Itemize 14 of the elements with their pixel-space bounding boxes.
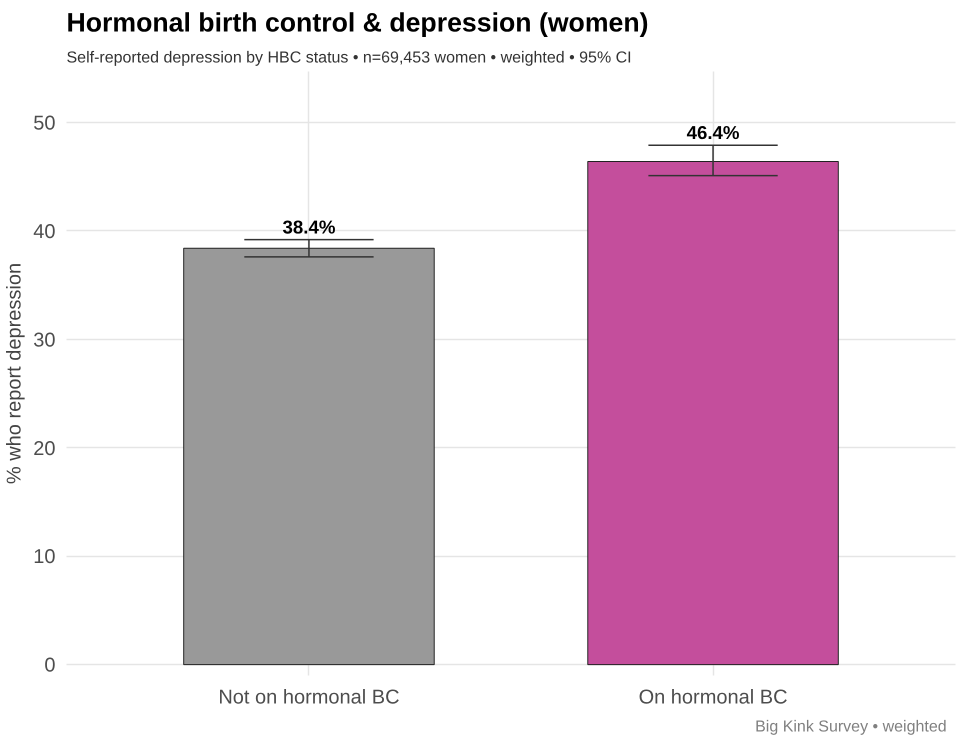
chart-title: Hormonal birth control & depression (women)	[66, 8, 649, 38]
x-tick-label: Not on hormonal BC	[218, 686, 400, 708]
data-label: 46.4%	[686, 122, 740, 144]
y-tick-label: 10	[33, 546, 56, 568]
chart-subtitle: Self-reported depression by HBC status • n=69,453 women • weighted • 95% CI	[66, 50, 632, 66]
y-tick-label: 0	[44, 654, 56, 677]
y-tick-label: 40	[33, 220, 56, 243]
y-tick-label: 30	[33, 329, 56, 352]
x-tick-label: On hormonal BC	[638, 686, 788, 708]
y-tick-label: 20	[33, 438, 56, 460]
data-label: 38.4%	[282, 216, 336, 238]
y-tick-label: 50	[33, 112, 56, 134]
text: Big Kink Survey • weighted	[755, 718, 947, 736]
y-axis-title: % who report depression	[3, 262, 26, 484]
